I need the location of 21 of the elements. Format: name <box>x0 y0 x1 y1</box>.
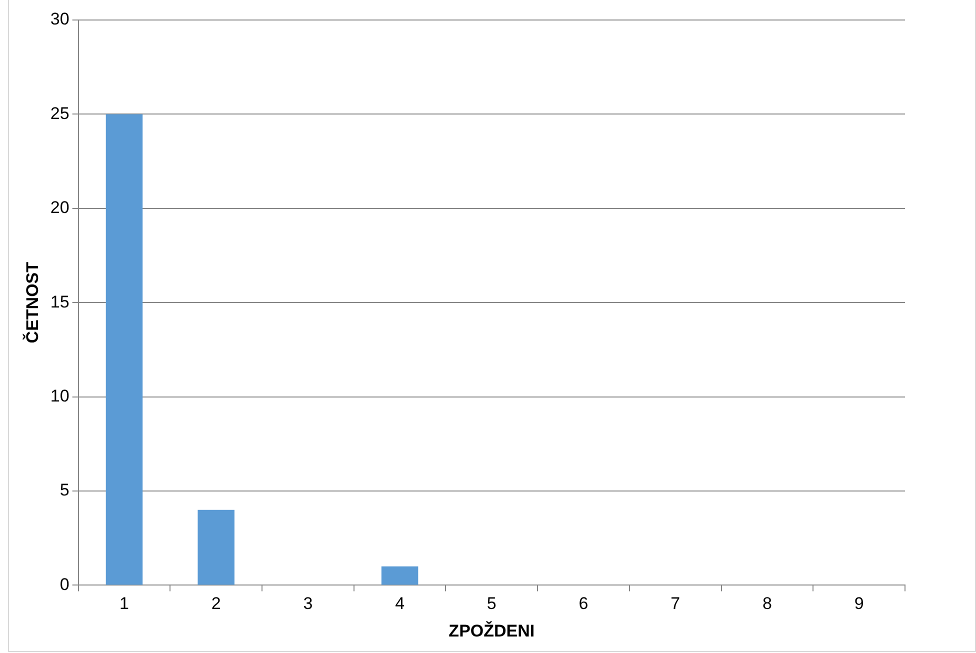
x-tick-label: 8 <box>762 594 772 614</box>
bar <box>198 510 234 585</box>
y-tick-label: 0 <box>60 574 70 594</box>
y-tick-label: 20 <box>50 198 70 218</box>
x-tick-label: 1 <box>120 594 129 614</box>
bar <box>106 114 143 585</box>
x-tick-label: 9 <box>854 594 864 614</box>
y-tick-label: 25 <box>50 104 70 123</box>
x-tick-label: 6 <box>578 594 588 614</box>
y-tick-label: 15 <box>50 292 70 312</box>
x-tick-label: 7 <box>670 594 680 614</box>
y-tick-label: 30 <box>50 10 70 29</box>
x-tick-label: 4 <box>395 594 405 614</box>
x-axis-title: ZPOŽDENI <box>448 620 535 640</box>
x-tick-label: 2 <box>211 594 221 614</box>
y-tick-label: 10 <box>50 386 70 406</box>
bar <box>381 566 418 585</box>
y-tick-label: 5 <box>60 480 70 500</box>
y-axis-title: ČETNOST <box>22 261 42 344</box>
x-tick-label: 5 <box>486 594 496 614</box>
x-tick-label: 3 <box>303 594 313 614</box>
